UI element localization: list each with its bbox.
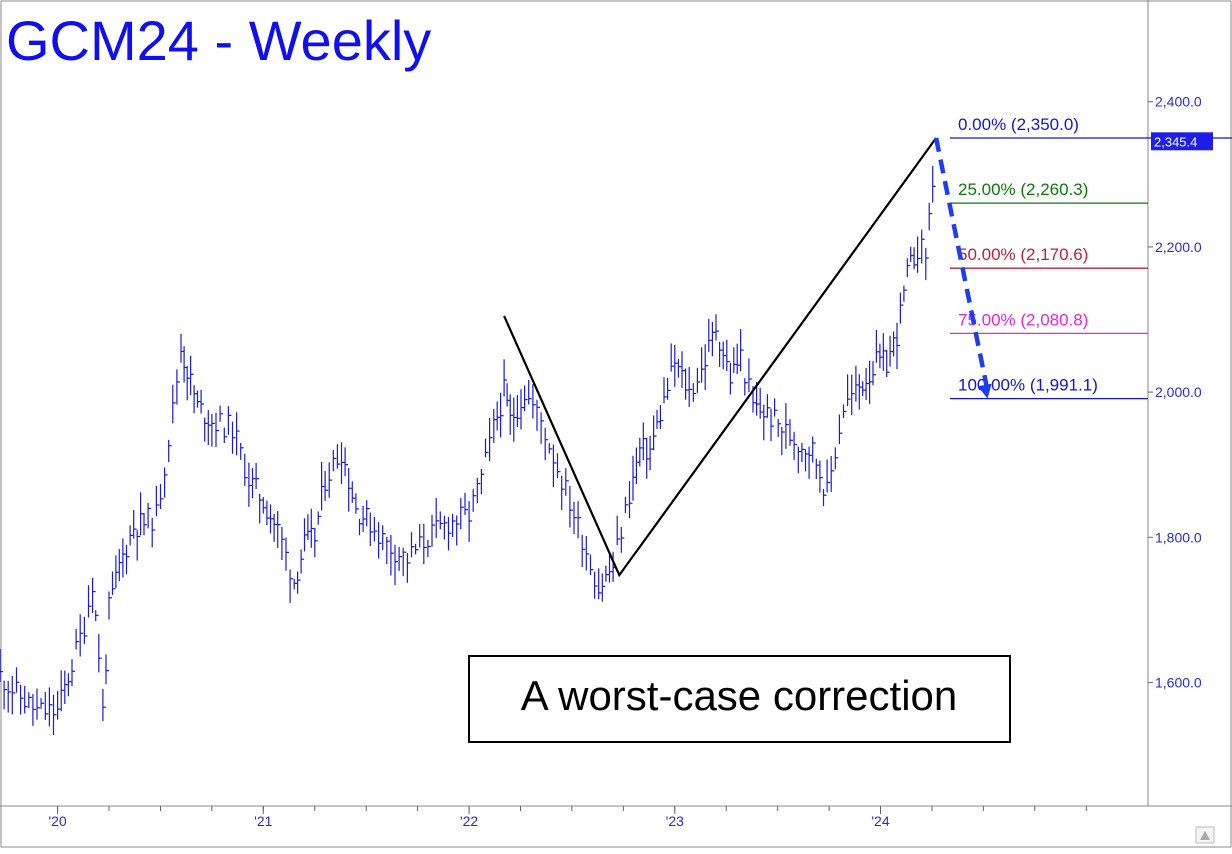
swing-zigzag [503,137,937,578]
last-price-box [1151,132,1213,151]
y-axis-ticks: 1,600.0 1,800.0 2,000.0 2,200.0 2,400.0 [1148,94,1202,691]
scroll-button[interactable] [1195,826,1215,844]
last-price-tag: 2,345.4 [1151,132,1213,151]
x-tick-label: '20 [48,813,66,829]
last-price-label: 2,345.4 [1154,134,1197,149]
fib-level-label: 0.00% (2,350.0) [958,115,1079,134]
y-tick-label: 2,000.0 [1155,384,1202,400]
chart-title: GCM24 - Weekly [6,9,431,72]
price-series-layer [0,165,936,736]
x-tick-label: '24 [871,813,889,829]
x-tick-label: '22 [460,813,478,829]
fib-level-label: 100.00% (1,991.1) [958,376,1098,395]
y-tick-label: 2,400.0 [1155,94,1202,110]
triangle-icon [1200,831,1210,840]
x-tick-label: '23 [666,813,684,829]
y-tick-label: 1,800.0 [1155,529,1202,545]
y-tick-label: 1,600.0 [1155,675,1202,691]
fib-level-label: 75.00% (2,080.8) [958,310,1088,329]
x-axis-ticks: '20 '21 '22 '23 '24 [48,806,1087,829]
arrow-head-icon [977,383,992,399]
fib-level-label: 25.00% (2,260.3) [958,180,1088,199]
projection-arrow-layer [933,137,992,399]
swing-lines-layer [503,137,937,578]
price-series-0 [0,165,936,736]
annotation-frame [468,655,1011,743]
fib-level-label: 50.00% (2,170.6) [958,245,1088,264]
x-tick-label: '21 [254,813,272,829]
fib-levels-layer: 0.00% (2,350.0) 25.00% (2,260.3) 50.00% (2… [950,115,1232,400]
y-tick-label: 2,200.0 [1155,239,1202,255]
annotation-box: A worst-case correction [468,655,1011,743]
annotation-text: A worst-case correction [521,672,958,719]
